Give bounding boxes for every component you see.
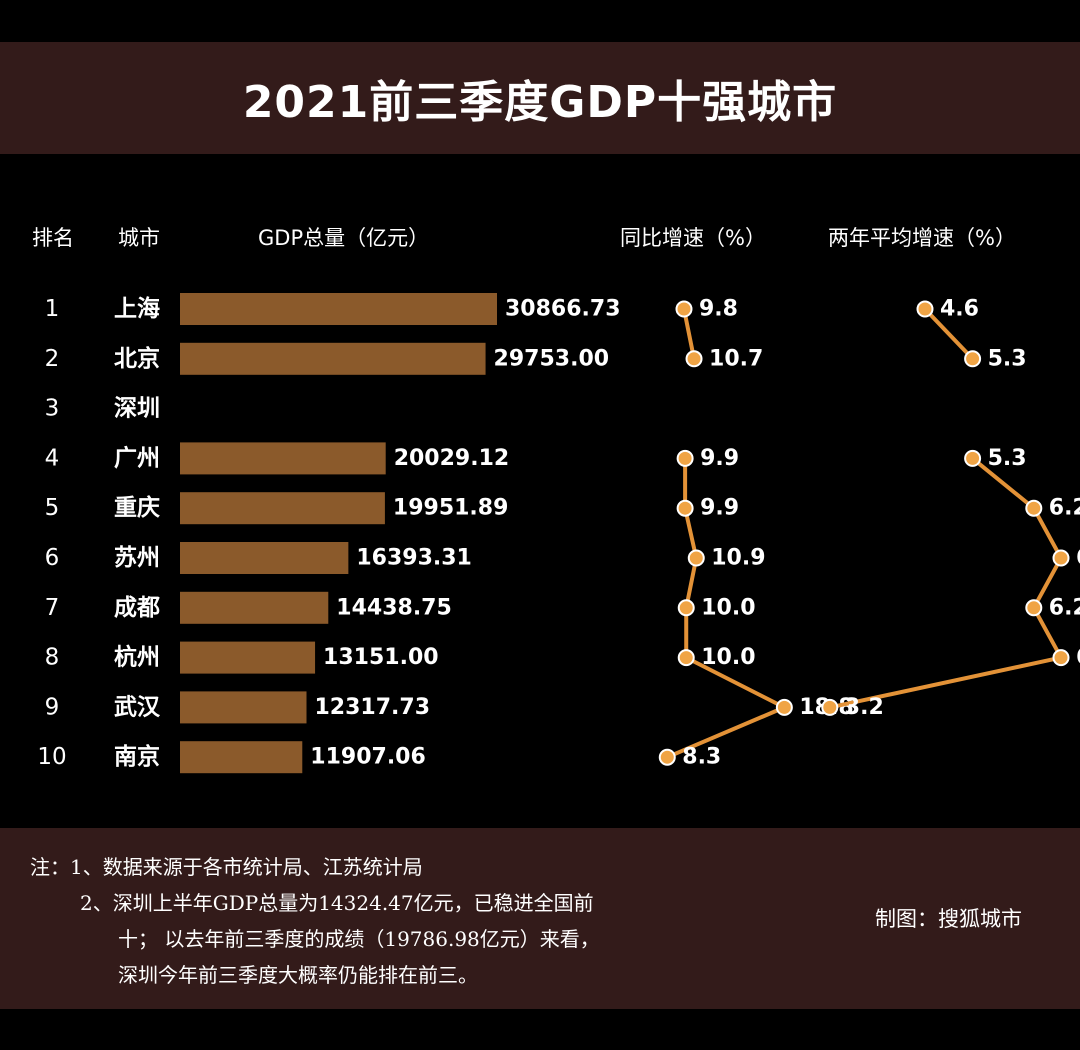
city-label: 成都 bbox=[114, 595, 160, 621]
gdp-value-label: 16393.31 bbox=[356, 546, 472, 571]
notes-band bbox=[0, 828, 1080, 1009]
rank-label: 3 bbox=[45, 396, 60, 422]
city-label: 上海 bbox=[114, 295, 160, 322]
rank-label: 10 bbox=[37, 744, 66, 770]
two-year-point bbox=[1025, 599, 1043, 617]
gdp-bar bbox=[180, 691, 307, 724]
header-two-year: 两年平均增速（%） bbox=[828, 226, 1016, 250]
city-label: 南京 bbox=[114, 743, 160, 770]
two-year-value-label: 5.3 bbox=[988, 346, 1027, 371]
yoy-point bbox=[658, 748, 676, 766]
header-rank: 排名 bbox=[32, 226, 74, 250]
rank-label: 6 bbox=[45, 545, 60, 571]
gdp-bar bbox=[180, 492, 385, 525]
yoy-value-label: 9.9 bbox=[700, 496, 739, 521]
rank-label: 4 bbox=[45, 445, 60, 471]
two-year-value-label: 5.3 bbox=[988, 446, 1027, 471]
gdp-value-label: 11907.06 bbox=[310, 745, 426, 770]
header-city: 城市 bbox=[118, 226, 160, 250]
two-year-value-label: 4.6 bbox=[940, 297, 979, 322]
gdp-bar bbox=[180, 442, 386, 475]
gdp-bar bbox=[180, 342, 486, 375]
two-year-point bbox=[1025, 499, 1043, 517]
two-year-value-label: 6.2 bbox=[1049, 595, 1080, 620]
yoy-point bbox=[685, 350, 703, 368]
gdp-bar bbox=[180, 741, 303, 774]
city-label: 杭州 bbox=[114, 644, 160, 671]
yoy-value-label: 10.0 bbox=[701, 595, 755, 620]
yoy-point bbox=[677, 649, 695, 667]
two-year-value-label: 6.6 bbox=[1076, 645, 1080, 670]
two-year-point bbox=[1052, 649, 1070, 667]
two-year-value-label: 3.2 bbox=[845, 695, 884, 720]
yoy-point bbox=[687, 549, 705, 567]
note-line-1: 注：1、数据来源于各市统计局、江苏统计局 bbox=[30, 855, 423, 879]
note-line-3: 十； 以去年前三季度的成绩（19786.98亿元）来看， bbox=[118, 927, 600, 951]
gdp-value-label: 20029.12 bbox=[394, 446, 510, 471]
credit: 制图：搜狐城市 bbox=[875, 907, 1022, 931]
rank-label: 8 bbox=[45, 645, 60, 671]
two-year-point bbox=[964, 449, 982, 467]
yoy-value-label: 10.7 bbox=[709, 346, 763, 371]
gdp-bar bbox=[180, 641, 316, 674]
gdp-value-label: 29753.00 bbox=[494, 346, 610, 371]
gdp-value-label: 13151.00 bbox=[323, 645, 439, 670]
city-label: 苏州 bbox=[114, 545, 160, 571]
yoy-value-label: 9.8 bbox=[699, 297, 738, 322]
yoy-value-label: 10.0 bbox=[701, 645, 755, 670]
yoy-value-label: 8.3 bbox=[682, 745, 721, 770]
gdp-value-label: 14438.75 bbox=[336, 595, 452, 620]
yoy-point bbox=[676, 449, 694, 467]
two-year-point bbox=[916, 300, 934, 318]
title-band: 2021前三季度GDP十强城市 bbox=[0, 42, 1080, 154]
city-label: 深圳 bbox=[114, 396, 160, 422]
header-yoy: 同比增速（%） bbox=[620, 226, 766, 250]
two-year-value-label: 6.2 bbox=[1049, 496, 1080, 521]
gdp-value-label: 12317.73 bbox=[315, 695, 431, 720]
rank-label: 1 bbox=[45, 296, 60, 322]
yoy-point bbox=[677, 599, 695, 617]
city-label: 武汉 bbox=[114, 694, 161, 720]
city-label: 北京 bbox=[114, 345, 160, 372]
gdp-value-label: 30866.73 bbox=[505, 297, 621, 322]
city-label: 广州 bbox=[114, 444, 160, 471]
note-line-4: 深圳今年前三季度大概率仍能排在前三。 bbox=[118, 963, 478, 987]
two-year-line bbox=[923, 307, 975, 361]
gdp-bar bbox=[180, 542, 349, 574]
gdp-value-label: 19951.89 bbox=[393, 496, 509, 521]
yoy-point bbox=[676, 499, 694, 517]
two-year-value-label: 6.6 bbox=[1076, 546, 1080, 571]
page-title: 2021前三季度GDP十强城市 bbox=[242, 77, 838, 128]
two-year-point bbox=[821, 698, 839, 716]
city-label: 重庆 bbox=[114, 494, 160, 521]
yoy-value-label: 10.9 bbox=[711, 546, 765, 571]
two-year-point bbox=[1052, 549, 1070, 567]
rank-label: 9 bbox=[45, 694, 60, 720]
two-year-line bbox=[829, 456, 1063, 710]
rank-label: 7 bbox=[45, 595, 60, 621]
rank-label: 5 bbox=[45, 495, 60, 521]
gdp-bar bbox=[180, 591, 329, 624]
two-year-point bbox=[964, 350, 982, 368]
rank-label: 2 bbox=[45, 346, 60, 372]
yoy-value-label: 9.9 bbox=[700, 446, 739, 471]
gdp-bar bbox=[180, 293, 497, 325]
header-gdp: GDP总量（亿元） bbox=[258, 226, 430, 250]
yoy-point bbox=[675, 300, 693, 318]
yoy-point bbox=[775, 698, 793, 716]
note-line-2: 2、深圳上半年GDP总量为14324.47亿元，已稳进全国前 bbox=[80, 891, 594, 915]
